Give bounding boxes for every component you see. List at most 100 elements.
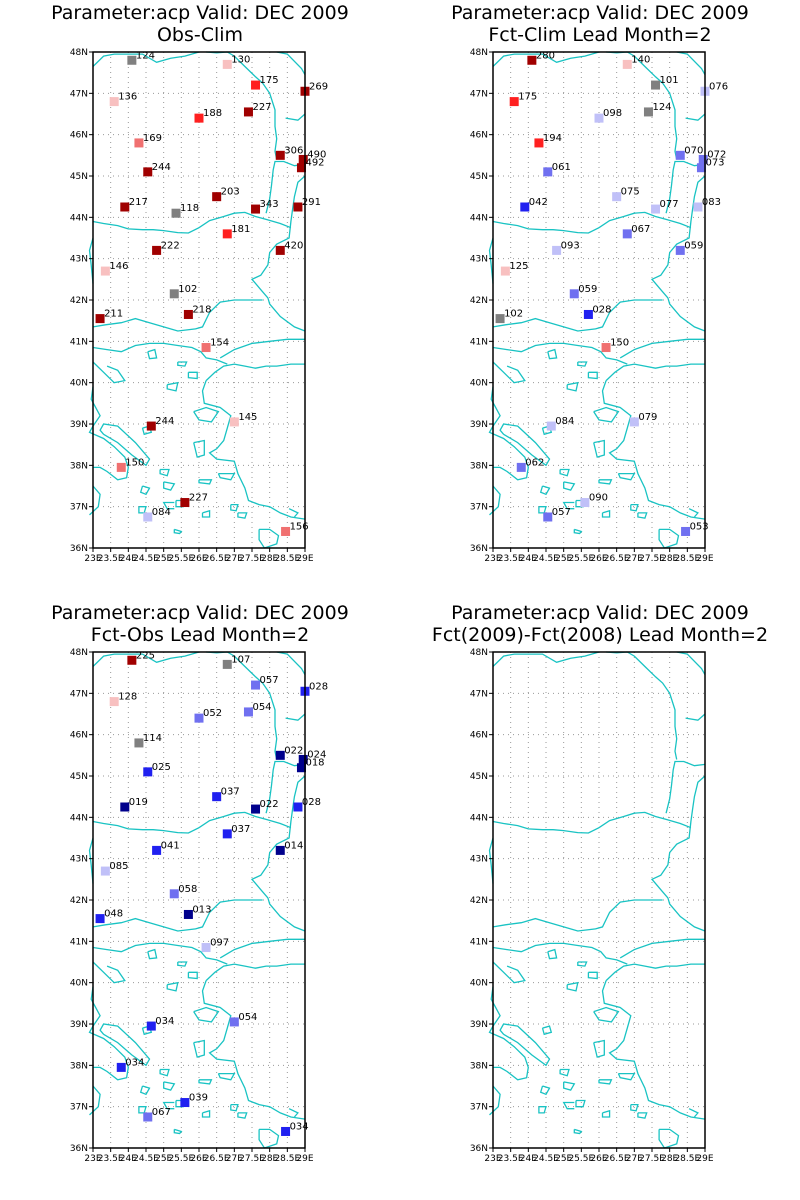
coastline-segment [193,1006,220,1023]
station-value-label: 227 [252,102,271,113]
lon-tick-label: 25.5E [568,1154,594,1164]
lat-tick-label: 43N [70,855,88,865]
station-square [296,763,306,773]
station-marker: 075 [612,187,640,202]
lon-tick-label: 26E [590,1154,607,1164]
lat-tick-label: 37N [470,503,488,513]
station-square [222,59,232,69]
station-value-label: 053 [690,521,709,532]
coastline [88,51,306,549]
station-value-label: 175 [518,92,537,103]
lon-tick-label: 23.5E [498,554,524,564]
lat-tick-label: 38N [70,1061,88,1071]
station-value-label: 073 [705,158,724,169]
station-value-label: 124 [652,102,671,113]
station-square [281,526,291,536]
station-map: 36N 37N 38N 39N 40N 41N 42N 43N 44N 45N 46N 47N 48N 2… [470,648,714,1164]
station-marker: 145 [229,412,257,427]
lat-tick-label: 46N [70,131,88,141]
coastline-segment [162,501,175,510]
coastline-segment [92,899,263,932]
station-value-label: 034 [290,1121,309,1132]
lat-tick-label: 40N [70,379,88,389]
station-value-label: 083 [702,197,721,208]
lat-tick-label: 42N [70,896,88,906]
station-marker: 090 [580,493,608,508]
station-marker: 054 [243,702,272,717]
grid-lines [493,52,705,548]
coastline-segment [89,485,101,516]
station-value-label: 130 [231,54,250,65]
station-value-label: 024 [307,749,326,760]
coastline-segment [92,651,200,667]
lat-tick-label: 41N [70,337,88,347]
station-value-label: 090 [589,493,608,504]
station-marker: 150 [116,457,144,472]
lon-tick-label: 23E [84,554,101,564]
station-square [229,1017,239,1027]
station-marker: 146 [100,261,128,276]
lat-tick-label: 47N [470,689,488,699]
station-square [212,192,222,202]
coastline-segment [547,948,558,960]
lat-tick-label: 45N [70,172,88,182]
coastline-segment [559,468,570,477]
lon-tick-label: 28.5E [274,1154,300,1164]
lat-tick-label: 39N [470,1020,488,1030]
station-square [696,163,706,173]
station-value-label: 102 [178,284,197,295]
lon-tick-label: 23.5E [98,554,124,564]
station-square [698,154,708,164]
coastline-segment [201,980,306,1120]
coastline-segment [492,342,628,365]
coastline-segment [685,713,706,721]
coastline-segment [265,160,306,214]
coastline-segment [139,485,151,496]
station-square [120,802,130,812]
station-marker: 019 [120,797,148,812]
station-value-label: 280 [536,50,555,61]
station-value-label: 025 [152,762,171,773]
lon-tick-label: 27E [626,1154,643,1164]
coastline-segment [575,1099,586,1108]
station-value-label: 057 [552,507,571,518]
station-square [201,343,211,353]
station-marker: 037 [212,787,240,802]
station-marker: 118 [171,203,199,218]
station-square [127,55,137,65]
station-value-label: 181 [231,224,250,235]
lon-tick-label: 24E [520,1154,537,1164]
lat-tick-label: 46N [470,131,488,141]
station-square [693,202,703,212]
coastline-segment [265,760,306,814]
station-marker: 203 [212,187,240,202]
coastline-segment [492,51,600,67]
lon-tick-label: 24E [120,554,137,564]
coastline-segment [488,986,529,1081]
station-value-label: 291 [302,197,321,208]
station-marker: 079 [629,412,657,427]
coastline-segment [166,981,179,992]
coastline-segment [488,237,494,284]
axis-ticks: 36N 37N 38N 39N 40N 41N 42N 43N 44N 45N 46N 47N 48N 2… [70,48,314,564]
station-square [580,498,590,508]
coastline [488,51,706,549]
station-marker: 093 [552,240,580,255]
lon-tick-label: 25E [155,554,172,564]
station-value-label: 059 [684,240,703,251]
lat-tick-label: 37N [70,503,88,513]
lon-tick-label: 29E [696,1154,713,1164]
lat-tick-label: 43N [470,855,488,865]
coastline-segment [601,509,611,518]
station-square [622,229,632,239]
station-value-label: 076 [709,81,728,92]
station-marker: 343 [251,199,279,214]
station-square [293,802,303,812]
lat-tick-label: 44N [70,213,88,223]
coastline-segment [593,1039,605,1058]
lon-tick-label: 27.5E [239,554,265,564]
station-square [583,309,593,319]
coastline-segment [258,1128,280,1149]
station-square [243,707,253,717]
coastline-segment [492,299,663,332]
